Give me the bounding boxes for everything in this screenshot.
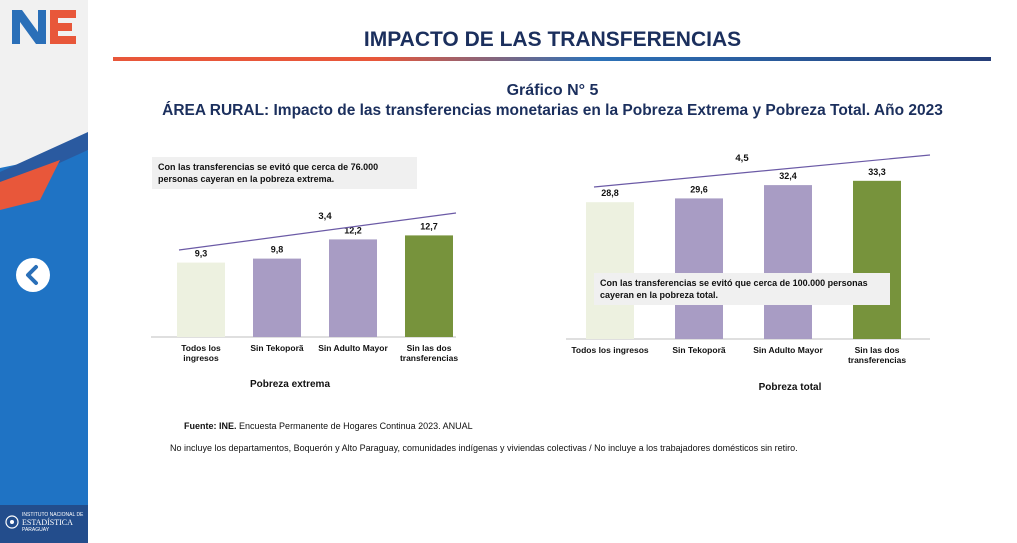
total-bar: [586, 202, 634, 339]
total-data-label: 33,3: [868, 167, 886, 177]
extreme-bar: [405, 235, 453, 337]
source-note: Fuente: INE. Encuesta Permanente de Hoga…: [184, 421, 473, 431]
extreme-category-label: Todos los: [181, 343, 221, 353]
chevron-left-icon: [26, 265, 38, 285]
total-category-label: Todos los ingresos: [571, 345, 649, 355]
total-poverty-note: Con las transferencias se evitó que cerc…: [594, 273, 890, 305]
extreme-data-label: 12,2: [344, 225, 362, 235]
total-difference-label: 4,5: [735, 153, 749, 164]
extreme-category-label: ingresos: [183, 353, 219, 363]
extreme-poverty-note: Con las transferencias se evitó que cerc…: [152, 157, 417, 189]
extreme-category-label: Sin las dos: [407, 343, 452, 353]
total-category-label: Sin las dos: [855, 345, 900, 355]
extreme-difference-label: 3,4: [318, 211, 332, 222]
extreme-bar: [329, 239, 377, 337]
extreme-category-label: Sin Tekoporã: [250, 343, 303, 353]
extreme-data-label: 9,8: [271, 245, 284, 255]
footnote: No incluye los departamentos, Boquerón y…: [170, 443, 798, 453]
total-chart-title: Pobreza total: [759, 382, 822, 393]
total-bar: [853, 180, 901, 339]
total-data-label: 29,6: [690, 184, 708, 194]
back-button[interactable]: [16, 258, 50, 292]
total-bar: [764, 185, 812, 339]
extreme-chart-title: Pobreza extrema: [250, 379, 330, 390]
figure-label: Gráfico N° 5: [506, 82, 599, 99]
source-prefix: Fuente: INE.: [184, 421, 237, 431]
extreme-data-label: 9,3: [195, 249, 208, 259]
extreme-bar: [253, 258, 301, 337]
figure-subtitle: ÁREA RURAL: Impacto de las transferencia…: [162, 102, 943, 119]
total-bar: [675, 198, 723, 339]
page-title: IMPACTO DE LAS TRANSFERENCIAS: [363, 28, 742, 51]
total-category-label: Sin Tekoporã: [672, 345, 725, 355]
sidebar-decoration: [0, 132, 88, 543]
total-data-label: 28,8: [601, 188, 619, 198]
extreme-category-label: transferencias: [400, 353, 458, 363]
extreme-category-label: Sin Adulto Mayor: [318, 343, 388, 353]
extreme-data-label: 12,7: [420, 221, 438, 231]
sidebar: INSTITUTO NACIONAL DE ESTADÍSTICA PARAGU…: [0, 0, 88, 543]
ine-logo-icon: [12, 10, 76, 44]
source-text: Encuesta Permanente de Hogares Continua …: [239, 421, 473, 431]
total-category-label: transferencias: [848, 355, 906, 365]
total-category-label: Sin Adulto Mayor: [753, 345, 823, 355]
extreme-bar: [177, 262, 225, 337]
total-trend-line: [593, 154, 931, 188]
title-divider: [113, 57, 991, 61]
total-data-label: 32,4: [779, 171, 797, 181]
extreme-trend-line: [178, 212, 457, 251]
institution-name: INSTITUTO NACIONAL DE ESTADÍSTICA PARAGU…: [22, 512, 84, 533]
institution-seal-icon: [5, 515, 19, 529]
